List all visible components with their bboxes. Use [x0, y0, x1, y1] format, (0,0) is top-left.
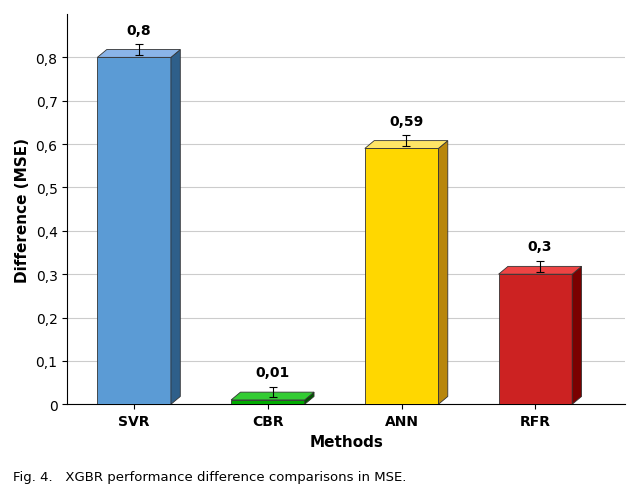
Polygon shape — [97, 50, 180, 58]
Polygon shape — [231, 400, 305, 405]
Text: 0,3: 0,3 — [528, 240, 552, 254]
Y-axis label: Difference (MSE): Difference (MSE) — [15, 137, 30, 282]
X-axis label: Methods: Methods — [309, 434, 383, 448]
Polygon shape — [438, 142, 448, 405]
Polygon shape — [231, 392, 314, 400]
Polygon shape — [171, 50, 180, 405]
Text: Fig. 4.   XGBR performance difference comparisons in MSE.: Fig. 4. XGBR performance difference comp… — [13, 470, 406, 483]
Polygon shape — [305, 392, 314, 405]
Polygon shape — [365, 149, 438, 405]
Polygon shape — [499, 267, 582, 275]
Polygon shape — [365, 142, 448, 149]
Polygon shape — [572, 267, 582, 405]
Text: 0,59: 0,59 — [389, 114, 424, 128]
Text: 0,8: 0,8 — [127, 23, 151, 38]
Text: 0,01: 0,01 — [255, 366, 290, 379]
Polygon shape — [97, 58, 171, 405]
Polygon shape — [499, 275, 572, 405]
